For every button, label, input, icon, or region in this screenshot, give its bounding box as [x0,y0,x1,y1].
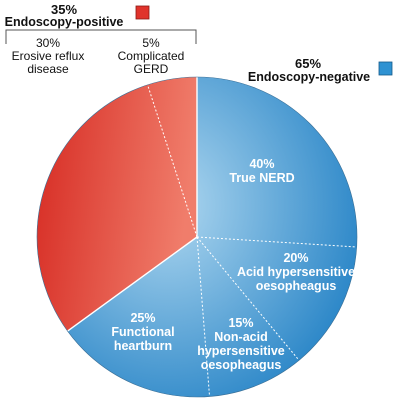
fh-label-line2: heartburn [114,339,172,353]
slice-divider [147,84,198,238]
acid-label-line2: oesopheagus [256,279,337,293]
nonacid-label-line1: Non-acid [214,330,267,344]
group-divider [67,236,198,332]
acid-label-line1: Acid hypersensitive [237,265,355,279]
nonacid-label-line3: oesopheagus [201,358,282,372]
fh-percent: 25% [130,311,155,325]
pie-outline [36,76,358,398]
acid-percent: 20% [283,251,308,265]
slice-divider [196,236,300,361]
fh-label-line1: Functional [111,325,174,339]
nonacid-label-line2: hypersensitive [197,344,285,358]
nonacid-percent: 15% [228,316,253,330]
negative-percent: 65% [295,56,321,71]
positive-swatch [135,5,150,20]
erd-percent: 30% [36,36,60,50]
erd-label-line2: disease [27,62,69,76]
positive-bracket [5,29,197,44]
cgerd-label-line1: Complicated [118,49,185,63]
positive-group-wedge [36,77,197,332]
positive-label: Endoscopy-positive [5,15,124,29]
negative-swatch [378,61,393,76]
negative-group-wedge [67,77,357,397]
slice-true-nerd [197,77,357,247]
nerd-label-line1: True NERD [229,171,294,185]
pie-slices [36,77,357,397]
nerd-percent: 40% [249,157,274,171]
slice-divider [196,236,357,248]
pie-dividers [36,76,358,398]
cgerd-percent: 5% [142,36,160,50]
cgerd-label-line2: GERD [134,62,169,76]
negative-label: Endoscopy-negative [248,70,370,84]
slice-divider [196,236,211,397]
positive-percent: 35% [51,2,77,17]
erd-label-line1: Erosive reflux [12,49,85,63]
